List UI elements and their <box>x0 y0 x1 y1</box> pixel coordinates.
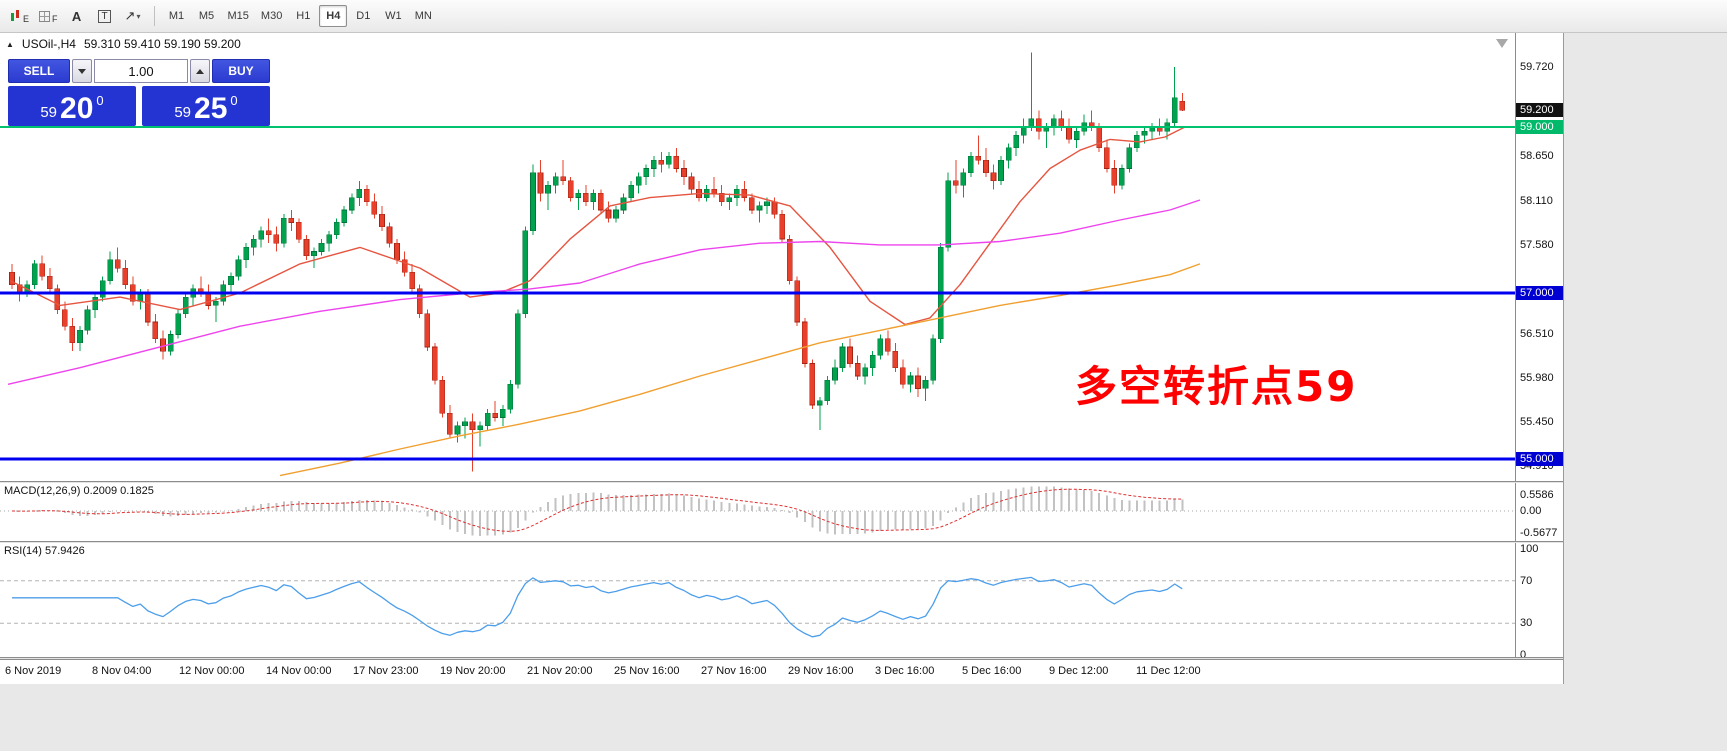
price-level-badge: 57.000 <box>1516 286 1563 300</box>
price-tick-label: 59.720 <box>1520 61 1554 74</box>
arrow-tool-button[interactable]: ↗ ▾ <box>120 4 146 28</box>
lot-size-input[interactable] <box>94 59 188 83</box>
workspace-background-bottom <box>0 684 1564 751</box>
price-tick-label: 58.650 <box>1520 150 1554 163</box>
text-tool-icon: A <box>71 8 82 24</box>
time-label: 12 Nov 00:00 <box>179 665 245 677</box>
chart-window: ▲ USOil-,H4 59.310 59.410 59.190 59.200 … <box>0 33 1564 684</box>
timeframe-button-m1[interactable]: M1 <box>168 10 185 22</box>
ma-fast-red <box>9 126 1186 326</box>
rsi-axis-label: 100 <box>1520 543 1539 555</box>
time-label: 14 Nov 00:00 <box>266 665 332 677</box>
workspace-background-right <box>1564 33 1727 751</box>
macd-axis-label: -0.5677 <box>1520 527 1558 539</box>
macd-signal-line <box>11 488 1183 532</box>
sell-price-panel[interactable]: 59 20 0 <box>8 86 136 126</box>
lot-dropdown-button[interactable] <box>72 59 92 83</box>
time-label: 5 Dec 16:00 <box>962 665 1022 677</box>
rsi-label: RSI(14) 57.9426 <box>4 545 85 557</box>
arrow-tool-icon: ↗ <box>124 8 136 23</box>
label-tool-button[interactable]: T <box>92 4 118 28</box>
rsi-axis-label: 0 <box>1520 649 1527 661</box>
label-tool-icon: T <box>98 9 111 23</box>
sell-price-point: 0 <box>96 93 104 108</box>
chevron-down-icon: ▾ <box>136 11 141 21</box>
buy-price-point: 0 <box>230 93 238 108</box>
price-tick-label: 58.110 <box>1520 194 1553 207</box>
price-level-badge: 59.000 <box>1516 120 1563 134</box>
time-label: 21 Nov 20:00 <box>527 665 593 677</box>
macd-axis-label: 0.00 <box>1520 505 1542 517</box>
time-axis[interactable]: 6 Nov 2019 8 Nov 04:00 12 Nov 00:00 14 Nov … <box>0 659 1563 684</box>
price-axis[interactable]: 59.720 58.650 58.110 57.580 56.510 55.980 55.4… <box>1515 33 1563 683</box>
main-toolbar: E F A T ↗ ▾ M1 M5 M15 M30 H1 H4 D1 W1 MN <box>0 0 1727 33</box>
scroll-marker-icon <box>1496 39 1508 48</box>
timeframe-button-d1[interactable]: D1 <box>356 10 371 22</box>
grid-button[interactable]: F <box>35 4 62 28</box>
text-tool-button[interactable]: A <box>64 4 90 28</box>
chevron-down-icon <box>78 68 86 74</box>
chevron-up-icon <box>196 68 204 74</box>
buy-price-panel[interactable]: 59 25 0 <box>142 86 270 126</box>
horizontal-lines <box>0 126 1515 461</box>
macd-axis-label: 0.5586 <box>1520 489 1554 501</box>
time-label: 19 Nov 20:00 <box>440 665 506 677</box>
toolbar-separator <box>153 6 155 26</box>
buy-price-whole: 59 <box>174 104 192 121</box>
macd-indicator-panel[interactable] <box>0 483 1515 541</box>
time-label: 11 Dec 12:00 <box>1136 665 1201 677</box>
timeframe-button-m5[interactable]: M5 <box>198 10 215 22</box>
candle-chart-button[interactable]: E <box>6 4 33 28</box>
sell-price-whole: 59 <box>40 104 58 121</box>
sell-price-pips: 20 <box>60 92 94 125</box>
grid-icon <box>39 10 51 22</box>
price-tick-label: 55.980 <box>1520 371 1554 384</box>
rsi-indicator-panel[interactable] <box>0 543 1515 657</box>
timeframe-button-mn[interactable]: MN <box>414 10 432 22</box>
one-click-trading-panel: SELL BUY 59 20 0 59 25 0 <box>8 59 270 126</box>
macd-histogram <box>18 486 1184 536</box>
timeframe-button-m30[interactable]: M30 <box>260 10 283 22</box>
sell-button[interactable]: SELL <box>8 59 70 83</box>
candles-group <box>9 52 1186 472</box>
time-label: 17 Nov 23:00 <box>353 665 419 677</box>
price-tick-label: 56.510 <box>1520 327 1554 340</box>
rsi-line <box>12 576 1183 638</box>
current-price-badge: 59.200 <box>1516 103 1563 118</box>
panel-splitter[interactable] <box>0 481 1563 483</box>
panel-splitter[interactable] <box>0 657 1563 659</box>
timeframe-button-h1[interactable]: H1 <box>296 10 311 22</box>
candlestick-chart[interactable] <box>0 33 1515 481</box>
buy-button[interactable]: BUY <box>212 59 270 83</box>
time-label: 6 Nov 2019 <box>5 665 62 677</box>
chart-annotation: 多空转折点59 <box>1075 362 1358 411</box>
timeframe-button-h4[interactable]: H4 <box>319 5 348 27</box>
time-label: 29 Nov 16:00 <box>788 665 854 677</box>
chart-ohlc: 59.310 59.410 59.190 59.200 <box>83 37 241 51</box>
chart-symbol: USOil-,H4 <box>21 37 76 51</box>
timeframe-button-w1[interactable]: W1 <box>385 10 402 22</box>
chart-title: ▲ USOil-,H4 59.310 59.410 59.190 59.200 <box>6 37 241 51</box>
buy-price-pips: 25 <box>194 92 228 125</box>
time-label: 8 Nov 04:00 <box>92 665 152 677</box>
time-label: 27 Nov 16:00 <box>701 665 767 677</box>
price-tick-label: 55.450 <box>1520 415 1554 428</box>
price-tick-label: 57.580 <box>1520 238 1554 251</box>
rsi-axis-label: 70 <box>1520 575 1533 587</box>
timeframe-button-m15[interactable]: M15 <box>227 10 249 22</box>
time-label: 25 Nov 16:00 <box>614 665 680 677</box>
rsi-axis-label: 30 <box>1520 617 1533 629</box>
macd-label: MACD(12,26,9) 0.2009 0.1825 <box>4 485 154 497</box>
candle-chart-icon <box>10 10 21 22</box>
time-label: 3 Dec 16:00 <box>875 665 935 677</box>
panel-splitter[interactable] <box>0 541 1563 543</box>
price-level-badge: 55.000 <box>1516 452 1563 466</box>
ma-mid-magenta <box>7 199 1201 385</box>
time-label: 9 Dec 12:00 <box>1049 665 1109 677</box>
chart-marker-icon: ▲ <box>6 39 14 49</box>
lot-increase-button[interactable] <box>190 59 210 83</box>
